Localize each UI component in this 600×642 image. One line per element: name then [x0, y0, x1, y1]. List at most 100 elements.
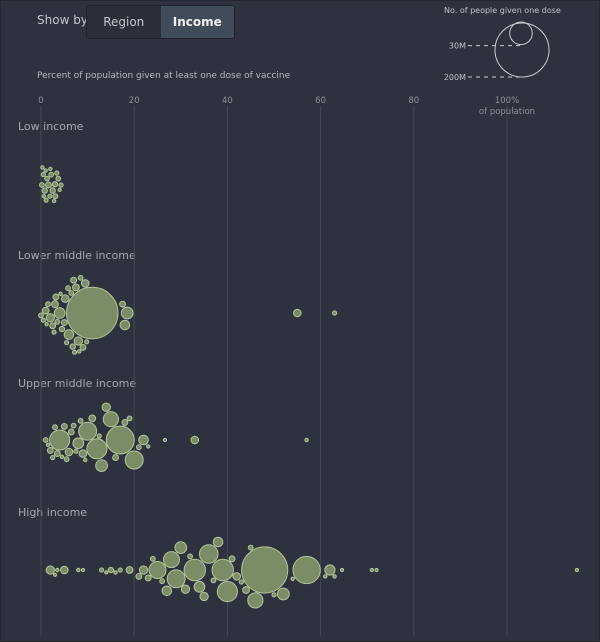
country-bubble — [70, 422, 77, 429]
country-bubble — [212, 536, 224, 548]
country-bubble — [77, 349, 82, 354]
show-by-toggle[interactable]: Region Income — [86, 5, 235, 39]
country-bubble — [292, 555, 321, 585]
country-bubble — [60, 565, 69, 575]
group-label-high-income: High income — [18, 506, 88, 519]
country-bubble — [49, 429, 71, 451]
country-bubble — [162, 437, 168, 443]
country-bubble — [69, 343, 76, 350]
country-bubble — [80, 567, 86, 573]
country-bubble — [84, 339, 90, 345]
country-bubble — [55, 567, 60, 573]
country-bubble — [144, 574, 152, 582]
country-bubble — [121, 418, 129, 426]
country-bubble — [190, 435, 200, 445]
country-bubble — [78, 449, 88, 458]
country-bubble — [193, 580, 206, 593]
country-bubble — [95, 459, 108, 472]
country-bubble — [68, 290, 75, 296]
country-bubble — [45, 181, 52, 189]
country-bubble — [79, 343, 87, 351]
country-bubble — [180, 584, 191, 594]
country-bubble — [64, 340, 70, 346]
country-bubble — [101, 402, 111, 412]
country-bubble — [55, 175, 62, 182]
country-bubble — [60, 319, 68, 327]
x-tick-label: 60 — [315, 96, 326, 106]
country-bubble — [117, 567, 123, 573]
country-bubble — [77, 417, 84, 424]
country-bubble — [332, 574, 337, 579]
legend-title: No. of people given one dose — [444, 6, 561, 15]
legend-size-label: 30M — [449, 42, 466, 51]
country-bubble — [71, 349, 78, 355]
country-bubble — [49, 322, 57, 330]
legend-size-label: 200M — [444, 73, 466, 82]
country-bubble — [198, 544, 219, 564]
country-bubble — [42, 437, 49, 443]
country-bubble — [70, 276, 78, 284]
country-bubble — [67, 428, 75, 436]
country-bubble — [271, 592, 277, 598]
country-bubble — [59, 454, 65, 459]
country-bubble — [242, 586, 250, 594]
country-bubble — [51, 181, 59, 188]
country-bubble — [293, 308, 302, 318]
country-bubble — [72, 437, 85, 450]
country-bubble — [148, 561, 167, 579]
country-bubble — [112, 454, 119, 462]
region-option-button[interactable]: Region — [87, 6, 161, 38]
country-bubble — [211, 558, 234, 582]
country-bubble — [53, 450, 61, 458]
country-bubble — [40, 172, 46, 178]
country-bubble — [45, 313, 55, 323]
country-bubble — [66, 286, 119, 340]
country-bubble — [72, 283, 80, 292]
axis-title: Percent of population given at least one… — [37, 71, 291, 81]
country-bubble — [107, 566, 115, 574]
country-bubble — [51, 300, 59, 309]
country-bubble — [339, 567, 345, 573]
country-bubble — [332, 310, 338, 316]
country-bubble — [58, 325, 66, 333]
group-label-low-income: Low income — [18, 120, 84, 133]
country-bubble — [102, 411, 119, 428]
country-bubble — [159, 578, 166, 585]
country-bubble — [78, 421, 98, 441]
country-bubble — [574, 567, 580, 573]
country-bubble — [145, 444, 151, 449]
country-bubble — [51, 198, 57, 204]
country-bubble — [247, 544, 254, 551]
country-bubble — [45, 442, 51, 447]
country-bubble — [161, 585, 173, 597]
country-bubble — [228, 555, 236, 563]
country-bubble — [83, 457, 88, 463]
x-tick-label: 40 — [222, 96, 233, 106]
country-bubble — [86, 438, 108, 460]
country-bubble — [73, 336, 83, 346]
country-bubble — [40, 165, 45, 170]
country-bubble — [48, 166, 53, 172]
country-bubble — [80, 279, 90, 288]
country-bubble — [232, 572, 242, 581]
country-bubble — [76, 567, 81, 573]
country-bubble — [50, 455, 56, 461]
income-option-button[interactable]: Income — [160, 6, 234, 38]
country-bubble — [149, 555, 156, 562]
country-bubble — [52, 572, 58, 577]
country-bubble — [166, 569, 186, 589]
country-bubble — [43, 168, 48, 173]
country-bubble — [323, 574, 328, 579]
country-bubble — [39, 182, 45, 188]
country-bubble — [138, 434, 149, 446]
country-bubble — [183, 558, 207, 582]
group-label-lower-middle-income: Lower middle income — [18, 249, 136, 262]
country-bubble — [65, 285, 71, 292]
country-bubble — [88, 414, 97, 423]
country-bubble — [51, 329, 57, 335]
country-bubble — [46, 446, 54, 454]
country-bubble — [43, 197, 49, 203]
country-bubble — [41, 306, 50, 315]
country-bubble — [216, 581, 238, 603]
